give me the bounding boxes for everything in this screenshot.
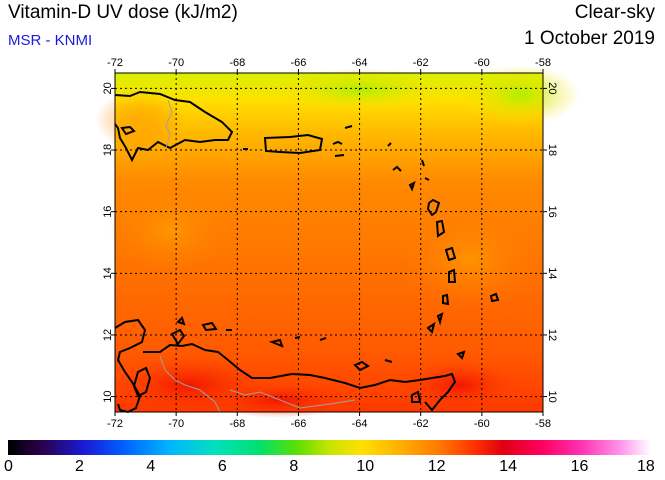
south-american-coastline [143,342,457,412]
island-coastline [387,142,392,147]
lon-tick-label-bottom: -62 [413,418,429,430]
colorbar-tick-label: 12 [427,458,446,475]
lat-tick-label-right: 12 [546,329,558,341]
puerto-rico-coastline [263,133,324,155]
lon-tick-label-top: -68 [229,57,245,69]
haiti-dr-border [165,99,173,149]
lon-tick-label-top: -64 [352,57,368,69]
map-frame [114,72,544,413]
island-coastline [421,159,425,167]
dose-patch [110,185,230,275]
colorbar [8,440,651,455]
island-coastline [384,359,393,363]
island-coastline [436,312,444,326]
lat-tick-label-right: 20 [546,82,558,94]
colombia-venezuela-border [159,355,221,413]
colorbar-labels: 0 2 4 6 8 10 12 14 16 18 [4,458,655,478]
island-coastline [170,328,186,346]
interior-river [229,389,356,409]
sky-condition-label: Clear-sky [574,2,655,23]
island-coastline [408,181,416,192]
lat-tick-label-left: 10 [102,390,114,402]
lake-maracaibo-coastline [132,366,152,398]
island-coastline [411,390,422,403]
lat-tick-label-left: 14 [102,267,114,279]
lon-tick-label-top: -66 [290,57,306,69]
colorbar-tick-label: 0 [4,458,13,475]
lon-tick-label-bottom: -64 [352,418,368,430]
island-coastline [424,177,430,181]
colorbar-tick-label: 6 [217,458,227,475]
dose-patch [400,210,540,310]
lat-tick-label-right: 16 [546,206,558,218]
island-coastline [332,140,343,145]
lon-tick-label-bottom: -60 [474,418,490,430]
island-coastline [448,268,457,283]
island-coastline [456,350,466,360]
lat-tick-label-left: 20 [102,82,114,94]
dose-patch [95,90,185,150]
lat-tick-label-right: 14 [546,267,558,279]
lon-tick-label-top: -70 [168,57,184,69]
axis-ticks: -72 -72 -70 -70 -68 -68 -66 -66 -64 -64 -62 -62 -60 -… [102,57,558,430]
lon-tick-label-bottom: -58 [535,418,551,430]
colorbar-tick-label: 18 [637,458,655,475]
island-coastline [176,316,186,326]
island-coastline [426,321,436,334]
graticule [115,73,543,412]
lon-tick-label-bottom: -68 [229,418,245,430]
map-title: Vitamin-D UV dose (kJ/m2) [8,2,238,23]
data-source-label: MSR - KNMI [8,32,93,49]
colorbar-tick-label: 16 [570,458,589,475]
island-coastline [334,154,345,157]
lon-tick-label-top: -58 [535,57,551,69]
colorbar-tick-label: 10 [356,458,375,475]
lat-tick-label-right: 18 [546,144,558,156]
lat-tick-label-left: 16 [102,206,114,218]
island-coastline [435,219,446,238]
lon-tick-label-bottom: -72 [107,418,123,430]
lon-tick-label-top: -60 [474,57,490,69]
lat-tick-label-left: 12 [102,329,114,341]
lon-tick-label-bottom: -66 [290,418,306,430]
island-coastline [426,198,441,217]
hispaniola-coastline [114,90,234,163]
island-coastline [201,321,218,332]
coastlines [114,90,500,414]
colorbar-tick-label: 8 [289,458,299,475]
colorbar-tick-label: 14 [499,458,518,475]
island-coastline [294,336,301,339]
lon-tick-label-top: -62 [413,57,429,69]
island-coastline [392,165,402,172]
colorbar-tick-label: 2 [74,458,84,475]
island-coastline [353,360,370,372]
island-coastline [442,293,450,306]
date-label: 1 October 2019 [524,28,655,49]
lon-tick-label-top: -72 [107,57,123,69]
uv-dose-map: -72 -72 -70 -70 -68 -68 -66 -66 -64 -64 -62 -62 -60 -… [95,57,580,430]
south-american-coastline [114,318,147,414]
high-dose-patch [460,65,580,125]
island-coastline [268,338,284,348]
island-coastline [319,337,327,341]
island-coastline [120,125,136,136]
lat-tick-label-left: 18 [102,144,114,156]
island-coastline [444,246,457,262]
island-coastline [489,292,500,303]
borders [159,99,356,413]
island-coastline [344,125,353,129]
lon-tick-label-bottom: -70 [168,418,184,430]
lat-tick-label-right: 10 [546,390,558,402]
colorbar-tick-label: 4 [146,458,156,475]
low-dose-patch [400,360,520,410]
